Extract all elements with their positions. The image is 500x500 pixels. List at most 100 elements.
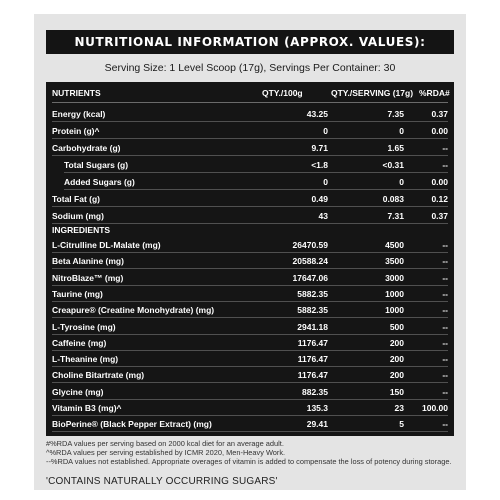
qty-per-serving: 200: [389, 354, 404, 365]
qty-per-serving: 5: [399, 419, 404, 430]
row-divider: [52, 121, 448, 122]
qty-per-100g: 0: [323, 126, 328, 136]
rda-value: --: [442, 337, 448, 348]
header-qty-per-serving: QTY./SERVING (17g): [331, 88, 414, 98]
rda-value: --: [442, 305, 448, 316]
row-divider: [52, 268, 448, 270]
qty-per-100g: 882.35: [302, 386, 328, 397]
nutrition-panel: NUTRITIONAL INFORMATION (APPROX. VALUES)…: [34, 14, 466, 490]
nutrient-row: Sodium (mg) 43 7.31 0.37: [46, 208, 454, 225]
row-label: Carbohydrate (g): [52, 143, 121, 153]
qty-per-100g: 1176.47: [297, 370, 328, 381]
rda-value: --: [442, 256, 448, 267]
ingredient-row: Glycine (mg) 882.35 150 --: [46, 384, 454, 401]
qty-per-serving: 1000: [385, 288, 404, 299]
ingredient-row: NitroBlaze™ (mg) 17647.06 3000 --: [46, 270, 454, 287]
nutrient-row: Added Sugars (g) 0 0 0.00: [46, 174, 454, 191]
row-label: Choline Bitartrate (mg): [52, 370, 145, 381]
row-label: Sodium (mg): [52, 211, 104, 221]
row-divider: [64, 189, 448, 190]
row-label: Caffeine (mg): [52, 337, 107, 348]
qty-per-100g: 1176.47: [297, 354, 328, 365]
serving-size-line: Serving Size: 1 Level Scoop (17g), Servi…: [104, 62, 396, 74]
qty-per-serving: 1000: [385, 305, 404, 316]
row-label: Creapure® (Creatine Monohydrate) (mg): [52, 305, 215, 316]
qty-per-100g: 43: [318, 211, 328, 221]
ingredient-row: Taurine (mg) 5882.35 1000 --: [46, 286, 454, 303]
row-label: Vitamin B3 (mg)^: [52, 403, 122, 413]
rda-value: 0.37: [431, 211, 448, 221]
qty-per-serving: 200: [389, 370, 404, 381]
row-divider: [52, 155, 448, 156]
qty-per-serving: 0: [399, 177, 404, 187]
ingredient-row: Choline Bitartrate (mg) 1176.47 200 --: [46, 367, 454, 384]
row-label: Glycine (mg): [52, 386, 104, 397]
qty-per-100g: 5882.35: [297, 305, 328, 316]
row-divider: [52, 398, 448, 400]
qty-per-100g: <1.8: [311, 160, 328, 170]
qty-per-serving: 7.35: [387, 109, 404, 119]
ingredient-row: Beta Alanine (mg) 20588.24 3500 --: [46, 253, 454, 270]
ingredient-row: Caffeine (mg) 1176.47 200 --: [46, 335, 454, 352]
row-label: Protein (g)^: [52, 126, 100, 136]
ingredient-row: Vitamin B3 (mg)^ 135.3 23 100.00: [46, 400, 454, 417]
ingredient-row: L-Citrulline DL-Malate (mg) 26470.59 4500 -…: [46, 237, 454, 254]
rda-value: 100.00: [422, 403, 448, 413]
row-label: NitroBlaze™ (mg): [52, 272, 124, 283]
row-label: L-Citrulline DL-Malate (mg): [52, 240, 161, 250]
qty-per-serving: 0.083: [382, 194, 404, 204]
nutrition-title: NUTRITIONAL INFORMATION (APPROX. VALUES)…: [46, 30, 454, 54]
nutrition-table: NUTRIENTS QTY./100g QTY./SERVING (17g) %…: [46, 82, 454, 436]
qty-per-100g: 0.49: [311, 194, 328, 204]
qty-per-100g: 29.41: [306, 419, 328, 430]
row-divider: [52, 138, 448, 139]
row-divider: [52, 431, 448, 433]
qty-per-serving: 4500: [385, 240, 404, 250]
rda-value: --: [442, 370, 448, 381]
qty-per-100g: 9.71: [311, 143, 328, 153]
row-divider: [52, 284, 448, 286]
rda-value: --: [442, 419, 448, 430]
rda-value: --: [442, 143, 448, 153]
nutrient-row: Carbohydrate (g) 9.71 1.65 --: [46, 140, 454, 157]
footnote-icmr: ^%RDA values per serving established by …: [46, 448, 286, 457]
header-qty-per-100g: QTY./100g: [262, 88, 303, 98]
row-label: Taurine (mg): [52, 288, 103, 299]
row-label: Total Sugars (g): [64, 160, 129, 170]
qty-per-100g: 5882.35: [297, 288, 328, 299]
rda-value: 0.12: [431, 194, 448, 204]
qty-per-100g: 0: [323, 177, 328, 187]
row-divider: [52, 300, 448, 302]
rda-value: --: [442, 288, 448, 299]
nutrient-row: Total Sugars (g) <1.8 <0.31 --: [46, 157, 454, 174]
nutrient-row: Total Fat (g) 0.49 0.083 0.12: [46, 191, 454, 208]
qty-per-serving: 7.31: [387, 211, 404, 221]
row-divider: [64, 172, 448, 173]
qty-per-serving: <0.31: [382, 160, 404, 170]
rda-value: 0.00: [431, 126, 448, 136]
rda-value: --: [442, 354, 448, 365]
ingredient-row: L-Tyrosine (mg) 2941.18 500 --: [46, 319, 454, 336]
qty-per-serving: 3000: [385, 272, 404, 283]
nutrient-row: Protein (g)^ 0 0 0.00: [46, 123, 454, 140]
ingredients-heading: INGREDIENTS: [52, 225, 111, 235]
row-divider: [52, 317, 448, 319]
row-divider: [52, 366, 448, 368]
footnote-rda-basis: #%RDA values per serving based on 2000 k…: [46, 439, 284, 448]
row-label: Energy (kcal): [52, 109, 106, 119]
qty-per-100g: 135.3: [306, 403, 328, 413]
rda-value: --: [442, 240, 448, 250]
ingredient-row: L-Theanine (mg) 1176.47 200 --: [46, 351, 454, 368]
row-divider: [52, 206, 448, 207]
header-rda: %RDA#: [419, 88, 450, 98]
qty-per-100g: 1176.47: [297, 337, 328, 348]
qty-per-100g: 20588.24: [292, 256, 328, 267]
ingredient-row: Creapure® (Creatine Monohydrate) (mg) 588…: [46, 302, 454, 319]
footnote-not-established: --%RDA values not established. Appropria…: [46, 457, 452, 466]
contains-sugars-note: 'CONTAINS NATURALLY OCCURRING SUGARS': [46, 476, 278, 487]
row-label: BioPerine® (Black Pepper Extract) (mg): [52, 419, 212, 430]
row-divider: [52, 333, 448, 335]
header-divider: [52, 102, 448, 103]
qty-per-serving: 1.65: [387, 143, 404, 153]
rda-value: 0.37: [431, 109, 448, 119]
